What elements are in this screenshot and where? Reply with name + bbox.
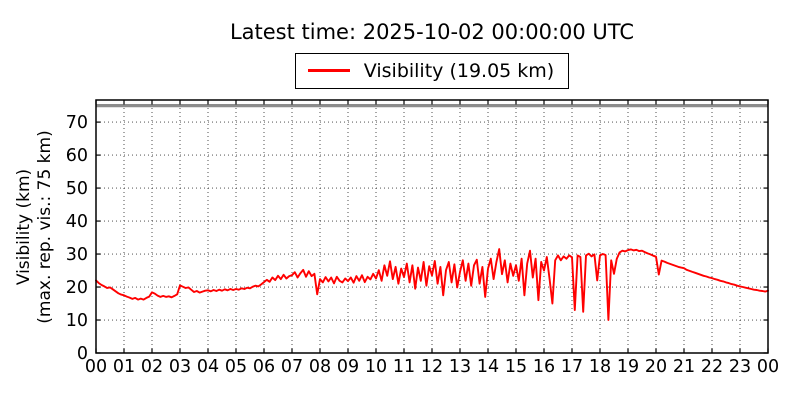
- x-tick-label: 03: [169, 357, 191, 377]
- x-tick-label: 07: [281, 357, 303, 377]
- legend-box: Visibility (19.05 km): [294, 53, 570, 89]
- y-tick-label: 70: [66, 113, 88, 133]
- x-tick-label: 15: [505, 357, 527, 377]
- y-tick-label: 60: [66, 146, 88, 166]
- x-tick-label: 01: [113, 357, 135, 377]
- y-tick-label: 30: [66, 245, 88, 265]
- x-tick-label: 12: [421, 357, 443, 377]
- x-tick-label: 02: [141, 357, 163, 377]
- series-polyline: [95, 248, 769, 321]
- x-tick-label: 09: [337, 357, 359, 377]
- x-tick-label: 14: [477, 357, 499, 377]
- y-tick-label: 20: [66, 278, 88, 298]
- visibility-series-line: [95, 248, 769, 321]
- x-tick-label: 06: [253, 357, 275, 377]
- x-tick-label: 05: [225, 357, 247, 377]
- x-tick-label: 08: [309, 357, 331, 377]
- x-tick-labels: 00 01 02 03 04 05 06 07 08 09 10 11 12 13 14 15 16 17 18 19…: [85, 357, 779, 377]
- y-tick-labels: 0 10 20 30 40 50 60 70: [66, 113, 88, 364]
- x-tick-label: 11: [393, 357, 415, 377]
- legend-line-swatch: [307, 69, 350, 72]
- x-tick-label: 16: [533, 357, 555, 377]
- y-tick-label: 50: [66, 179, 88, 199]
- axis-ticks: [95, 100, 769, 354]
- legend-label: Visibility (19.05 km): [363, 59, 555, 82]
- gridlines: [96, 100, 768, 353]
- legend: Visibility (19.05 km): [96, 53, 768, 89]
- x-tick-label: 00: [757, 357, 779, 377]
- plot-frame: [95, 99, 769, 354]
- x-tick-label: 19: [617, 357, 639, 377]
- x-tick-label: 10: [365, 357, 387, 377]
- y-tick-label: 40: [66, 212, 88, 232]
- chart-title: Latest time: 2025-10-02 00:00:00 UTC: [229, 20, 635, 44]
- x-tick-label: 23: [729, 357, 751, 377]
- x-tick-label: 04: [197, 357, 219, 377]
- x-tick-label: 21: [673, 357, 695, 377]
- y-tick-label: 0: [77, 344, 88, 364]
- y-tick-label: 10: [66, 311, 88, 331]
- x-tick-label: 17: [561, 357, 583, 377]
- axes-frame: [95, 99, 769, 354]
- x-tick-label: 22: [701, 357, 723, 377]
- x-tick-label: 13: [449, 357, 471, 377]
- x-tick-label: 18: [589, 357, 611, 377]
- x-tick-label: 00: [85, 357, 107, 377]
- x-tick-label: 20: [645, 357, 667, 377]
